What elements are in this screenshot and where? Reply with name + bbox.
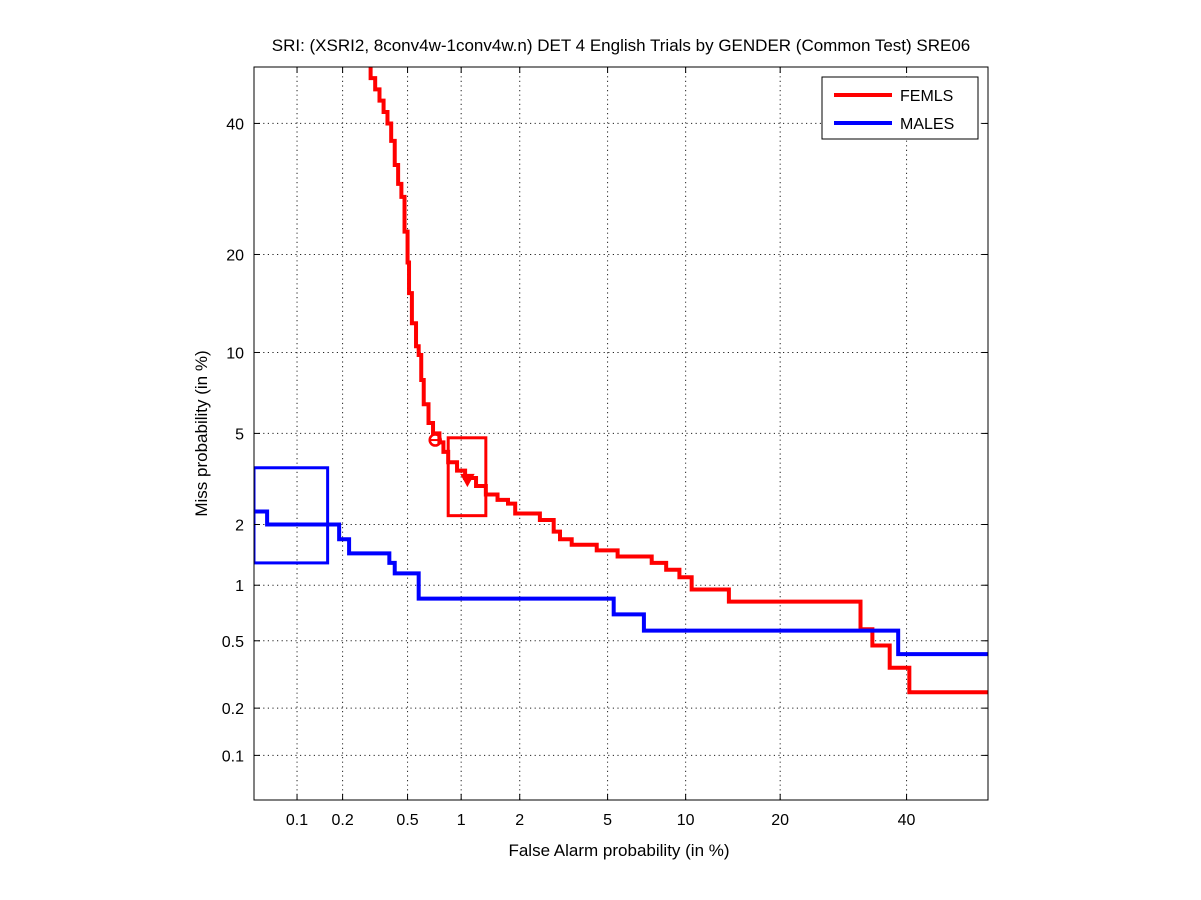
x-tick-label: 0.5	[396, 812, 418, 829]
plot-frame	[253, 66, 989, 801]
x-tick-label: 20	[771, 812, 789, 829]
x-tick-label: 0.1	[286, 812, 308, 829]
y-tick-label: 0.1	[222, 748, 244, 765]
grid	[254, 67, 988, 800]
x-tick-label: 2	[515, 812, 524, 829]
y-tick-label: 40	[226, 116, 244, 133]
legend: FEMLS MALES	[821, 76, 979, 140]
min-dcf-marker	[428, 433, 442, 447]
legend-label-males: MALES	[900, 116, 954, 133]
y-tick-label: 2	[235, 517, 244, 534]
confidence-box-femls	[446, 436, 488, 518]
x-axis-label: False Alarm probability (in %)	[508, 841, 729, 860]
y-tick-label: 0.5	[222, 634, 244, 651]
series-femls	[368, 67, 988, 695]
series-males	[254, 466, 988, 657]
legend-box	[821, 76, 979, 140]
x-tick-label: 5	[603, 812, 612, 829]
x-tick-label: 10	[677, 812, 695, 829]
series-layer	[254, 67, 988, 695]
x-tick-label: 0.2	[331, 812, 353, 829]
y-tick-label: 20	[226, 247, 244, 264]
x-tick-label: 40	[898, 812, 916, 829]
y-tick-label: 5	[235, 426, 244, 443]
legend-label-femls: FEMLS	[900, 88, 953, 105]
y-axis-label: Miss probability (in %)	[192, 350, 211, 516]
act-dcf-marker	[460, 473, 475, 488]
series-line-femls	[368, 67, 988, 695]
y-tick-label: 10	[226, 345, 244, 362]
x-tick-label: 1	[457, 812, 466, 829]
y-tick-label: 1	[235, 578, 244, 595]
y-tick-label: 0.2	[222, 701, 244, 718]
confidence-box-males	[254, 466, 330, 565]
series-line-males	[254, 509, 988, 657]
chart-title: SRI: (XSRI2, 8conv4w-1conv4w.n) DET 4 En…	[272, 36, 971, 55]
tick-labels: 0.1 0.2 0.5 1 2 5 10 20 40 0.1 0.2 0.5 1 2 5 10 20 40	[222, 67, 988, 829]
